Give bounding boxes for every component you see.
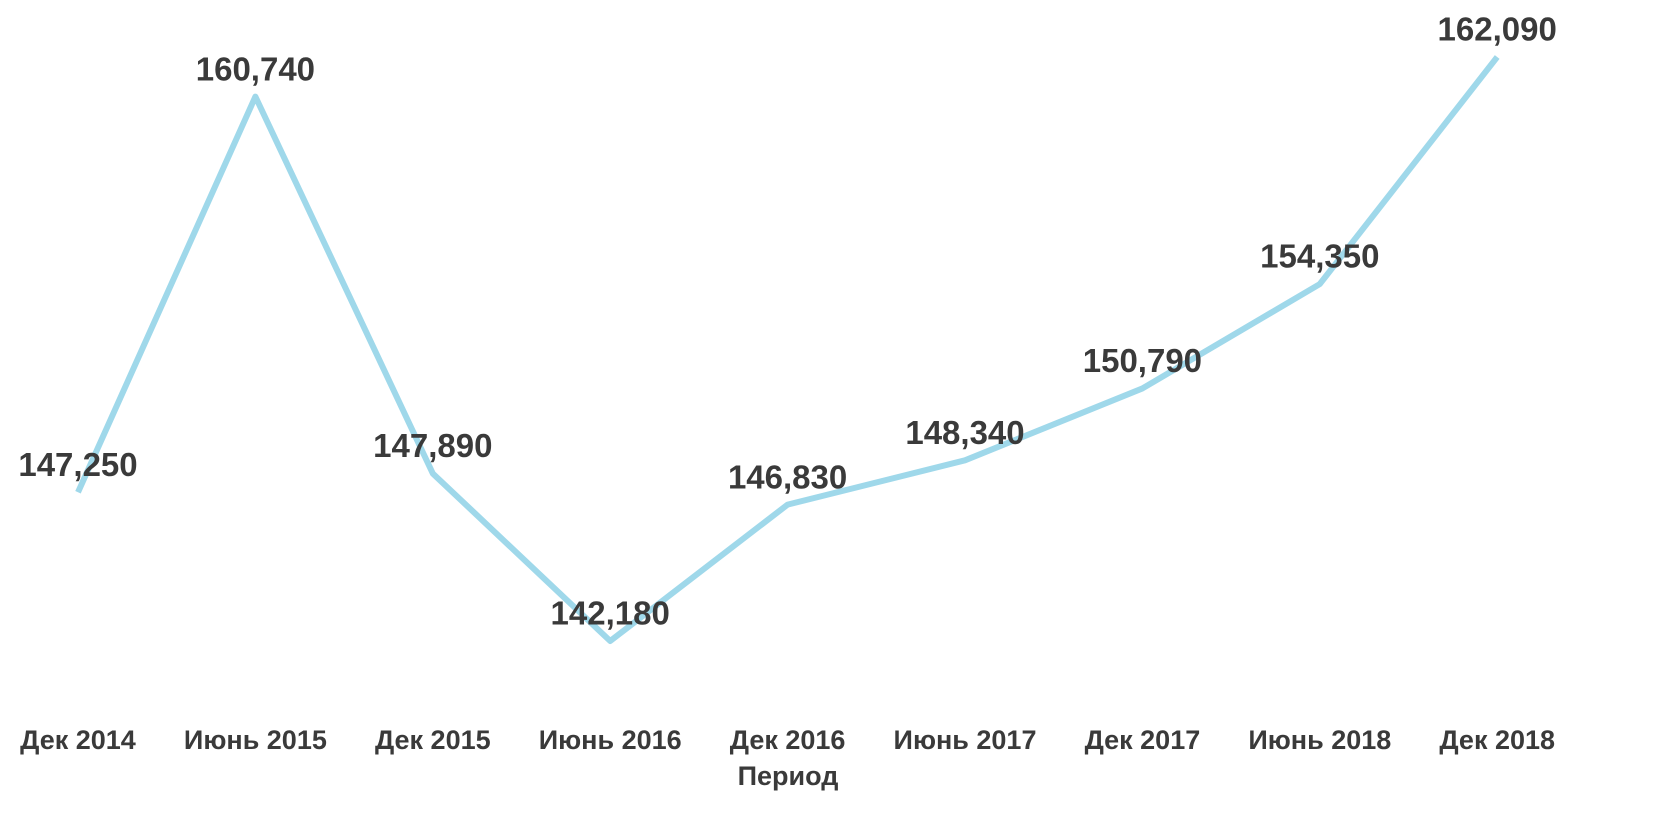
line [75, 55, 1500, 644]
data-label: 142,180 [551, 595, 670, 632]
data-label: 148,340 [905, 414, 1024, 451]
data-label: 146,830 [728, 458, 847, 495]
data-label: 147,250 [18, 446, 137, 483]
data-label: 160,740 [196, 50, 315, 87]
data-label: 154,350 [1260, 238, 1379, 275]
x-tick-label: Июнь 2016 [539, 725, 682, 755]
x-tick-label: Дек 2015 [375, 725, 491, 755]
x-tick-label: Дек 2016 [730, 725, 846, 755]
x-axis-label: Период [738, 761, 839, 791]
x-tick-label: Дек 2014 [20, 725, 136, 755]
x-tick-label: Июнь 2017 [894, 725, 1037, 755]
data-label: 147,890 [373, 427, 492, 464]
x-tick-label: Дек 2018 [1439, 725, 1555, 755]
data-label: 150,790 [1083, 342, 1202, 379]
x-tick-label: Дек 2017 [1085, 725, 1201, 755]
x-tick-label: Июнь 2015 [184, 725, 327, 755]
data-label: 162,090 [1438, 11, 1557, 48]
x-tick-label: Июнь 2018 [1248, 725, 1391, 755]
